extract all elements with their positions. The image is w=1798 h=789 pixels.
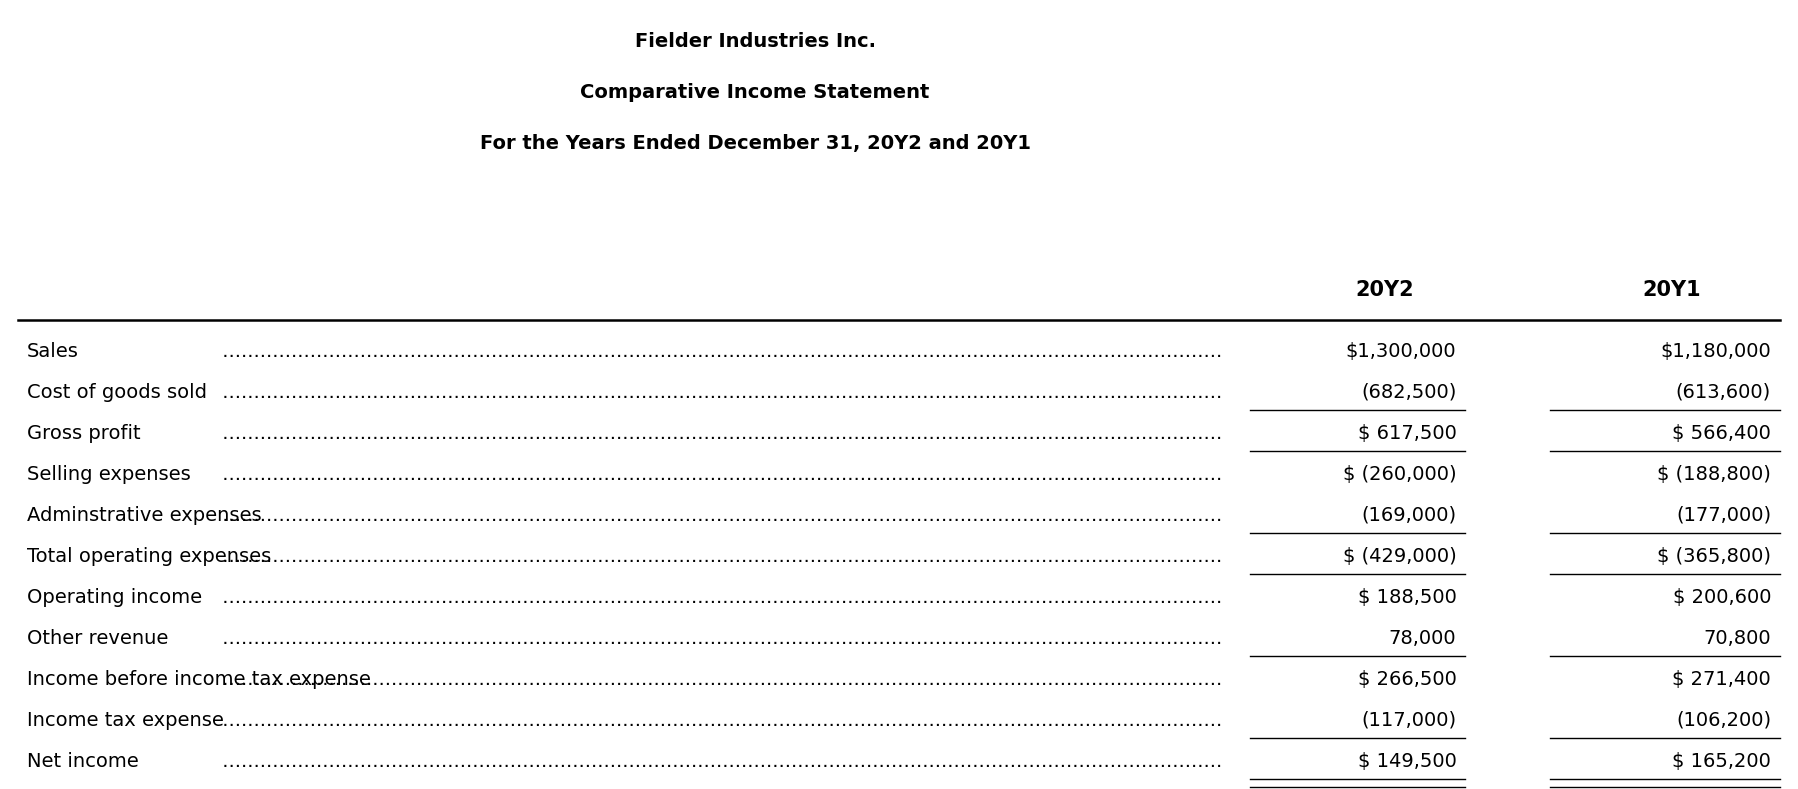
Text: Gross profit: Gross profit	[27, 424, 140, 443]
Text: $ 271,400: $ 271,400	[1672, 670, 1771, 689]
Text: Income before income tax expense: Income before income tax expense	[27, 670, 370, 689]
Text: ................................................................................: ........................................…	[216, 465, 1223, 484]
Text: Total operating expenses: Total operating expenses	[27, 547, 271, 566]
Text: ................................................................................: ........................................…	[216, 588, 1223, 607]
Text: 20Y1: 20Y1	[1643, 280, 1701, 300]
Text: (613,600): (613,600)	[1676, 383, 1771, 402]
Text: (169,000): (169,000)	[1361, 506, 1456, 525]
Text: ................................................................................: ........................................…	[216, 670, 1223, 689]
Text: $ (188,800): $ (188,800)	[1658, 465, 1771, 484]
Text: Net income: Net income	[27, 752, 138, 771]
Text: $ 617,500: $ 617,500	[1357, 424, 1456, 443]
Text: (682,500): (682,500)	[1361, 383, 1456, 402]
Text: $ (260,000): $ (260,000)	[1343, 465, 1456, 484]
Text: ................................................................................: ........................................…	[216, 547, 1223, 566]
Text: $ (429,000): $ (429,000)	[1343, 547, 1456, 566]
Text: Income tax expense: Income tax expense	[27, 711, 223, 730]
Text: $ (365,800): $ (365,800)	[1658, 547, 1771, 566]
Text: ................................................................................: ........................................…	[216, 424, 1223, 443]
Text: ................................................................................: ........................................…	[216, 383, 1223, 402]
Text: (117,000): (117,000)	[1361, 711, 1456, 730]
Text: (106,200): (106,200)	[1676, 711, 1771, 730]
Text: $ 266,500: $ 266,500	[1357, 670, 1456, 689]
Text: ................................................................................: ........................................…	[216, 506, 1223, 525]
Text: ................................................................................: ........................................…	[216, 711, 1223, 730]
Text: (177,000): (177,000)	[1676, 506, 1771, 525]
Text: ................................................................................: ........................................…	[216, 342, 1223, 361]
Text: Adminstrative expenses: Adminstrative expenses	[27, 506, 261, 525]
Text: Comparative Income Statement: Comparative Income Statement	[581, 83, 930, 102]
Text: $ 149,500: $ 149,500	[1357, 752, 1456, 771]
Text: For the Years Ended December 31, 20Y2 and 20Y1: For the Years Ended December 31, 20Y2 an…	[480, 134, 1030, 153]
Text: Fielder Industries Inc.: Fielder Industries Inc.	[635, 32, 876, 50]
Text: $ 200,600: $ 200,600	[1672, 588, 1771, 607]
Text: $1,300,000: $1,300,000	[1345, 342, 1456, 361]
Text: 20Y2: 20Y2	[1356, 280, 1413, 300]
Text: ................................................................................: ........................................…	[216, 752, 1223, 771]
Text: Sales: Sales	[27, 342, 79, 361]
Text: Cost of goods sold: Cost of goods sold	[27, 383, 207, 402]
Text: $ 188,500: $ 188,500	[1357, 588, 1456, 607]
Text: Operating income: Operating income	[27, 588, 201, 607]
Text: ................................................................................: ........................................…	[216, 629, 1223, 648]
Text: $ 566,400: $ 566,400	[1672, 424, 1771, 443]
Text: 70,800: 70,800	[1703, 629, 1771, 648]
Text: $ 165,200: $ 165,200	[1672, 752, 1771, 771]
Text: Other revenue: Other revenue	[27, 629, 169, 648]
Text: $1,180,000: $1,180,000	[1660, 342, 1771, 361]
Text: 78,000: 78,000	[1388, 629, 1456, 648]
Text: Selling expenses: Selling expenses	[27, 465, 191, 484]
